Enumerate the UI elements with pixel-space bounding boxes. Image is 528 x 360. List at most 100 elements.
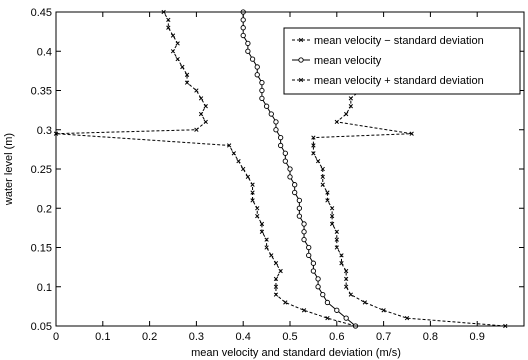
data-point	[250, 190, 255, 195]
data-point	[301, 308, 307, 313]
y-tick-label: 0.4	[37, 46, 52, 58]
data-point	[310, 268, 317, 274]
data-point	[311, 135, 316, 140]
x-tick-label: 0.5	[282, 331, 297, 343]
data-point	[240, 32, 246, 39]
x-axis-label: mean velocity and standard deviation (m/…	[191, 347, 401, 359]
legend-item: mean velocity + standard deviation	[292, 75, 484, 87]
data-point	[245, 40, 251, 47]
data-point	[254, 72, 260, 78]
data-point	[324, 299, 331, 306]
data-point	[180, 64, 185, 70]
y-tick-label: 0.35	[31, 86, 52, 98]
y-tick-label: 0.05	[31, 321, 52, 333]
data-point	[184, 80, 190, 85]
data-point	[325, 198, 330, 203]
data-point	[334, 237, 339, 242]
data-point	[283, 300, 288, 305]
data-point	[268, 111, 274, 117]
data-point	[264, 245, 269, 250]
data-point	[273, 261, 279, 266]
series-layer	[53, 9, 508, 329]
data-point	[301, 221, 307, 227]
data-point	[175, 56, 180, 62]
data-point	[344, 111, 349, 117]
ticks-layer: 0 0.1 0.2 0.3 0.4 0.5 0.6 0.7 0.8 0.9 0.05 0.1 0.15 0…	[31, 7, 524, 343]
data-point	[203, 119, 208, 125]
x-tick-label: 0.9	[470, 331, 485, 343]
y-tick-label: 0.15	[31, 243, 52, 255]
data-point	[320, 174, 325, 180]
legend: mean velocity − standard deviation mean v…	[283, 27, 521, 95]
data-point	[198, 111, 204, 117]
data-point	[325, 190, 330, 195]
data-point	[236, 158, 241, 164]
series-1	[53, 9, 358, 329]
x-tick-label: 0	[53, 331, 59, 343]
legend-marker	[298, 77, 304, 83]
data-point	[409, 131, 414, 136]
data-point	[240, 17, 246, 23]
data-point	[277, 134, 284, 141]
data-point	[273, 292, 279, 297]
data-point	[310, 260, 317, 266]
data-point	[334, 229, 339, 234]
data-point	[166, 25, 171, 30]
data-point	[255, 206, 260, 211]
data-point	[203, 104, 208, 109]
data-point	[282, 158, 288, 164]
data-point	[329, 221, 335, 227]
y-tick-label: 0.1	[37, 282, 52, 294]
data-point	[348, 104, 353, 109]
data-point	[184, 72, 190, 77]
data-point	[259, 87, 265, 94]
data-point	[296, 205, 303, 211]
data-point	[245, 174, 251, 180]
legend-item: mean velocity − standard deviation	[292, 35, 484, 47]
data-point	[311, 151, 316, 156]
data-point	[325, 315, 330, 321]
data-point	[292, 189, 298, 196]
data-point	[170, 49, 176, 54]
data-point	[339, 253, 344, 258]
data-point	[273, 127, 279, 133]
data-point	[344, 276, 349, 282]
data-point	[277, 142, 284, 149]
data-point	[315, 276, 321, 282]
legend-box	[283, 27, 521, 95]
data-point	[320, 182, 325, 187]
y-axis-label: water level (m)	[3, 133, 15, 206]
data-point	[259, 229, 265, 234]
data-point	[362, 300, 368, 305]
plot-frame	[55, 11, 525, 327]
x-tick-label: 0.6	[329, 331, 344, 343]
data-point	[194, 127, 199, 132]
data-point	[315, 158, 321, 164]
data-point	[250, 198, 255, 203]
data-point	[259, 80, 265, 86]
data-point	[194, 88, 199, 93]
x-tick-label: 0.2	[142, 331, 157, 343]
data-point	[282, 150, 288, 156]
data-point	[334, 307, 340, 313]
data-point	[269, 253, 274, 258]
legend-label: mean velocity + standard deviation	[314, 75, 484, 87]
data-point	[296, 213, 303, 219]
data-point	[344, 268, 349, 274]
data-point	[250, 182, 255, 187]
x-tick-label: 0.3	[189, 331, 204, 343]
data-point	[301, 229, 307, 235]
data-point	[273, 284, 279, 289]
data-point	[198, 96, 204, 101]
data-point	[259, 95, 265, 102]
data-point	[343, 315, 349, 321]
data-point	[306, 244, 312, 251]
series-line	[312, 66, 506, 327]
data-point	[292, 182, 298, 188]
data-point	[263, 103, 270, 109]
series-3	[311, 64, 508, 329]
data-point	[334, 245, 339, 250]
y-tick-label: 0.2	[37, 203, 52, 215]
data-point	[311, 143, 316, 148]
